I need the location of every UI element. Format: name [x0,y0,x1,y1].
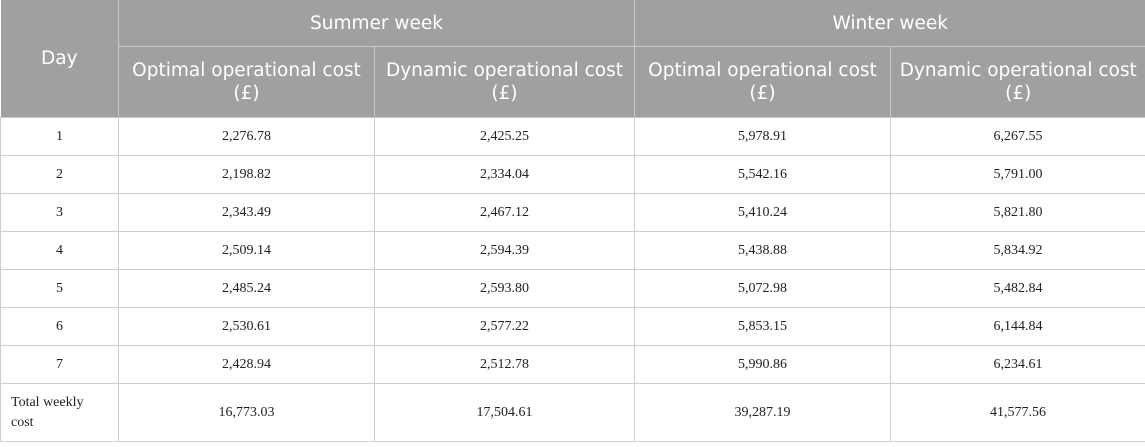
summer-dynamic-cell: 2,594.39 [374,231,635,270]
winter-optimal-cell: 5,542.16 [634,155,891,194]
total-row: Total weekly cost 16,773.03 17,504.61 39… [0,383,1145,442]
day-cell: 3 [0,193,119,232]
day-cell: 1 [0,117,119,156]
day-cell: 5 [0,269,119,308]
header-winter-dynamic: Dynamic operational cost (£) [889,46,1145,118]
day-cell: 4 [0,231,119,270]
winter-dynamic-cell: 5,834.92 [889,231,1145,270]
summer-optimal-cell: 2,276.78 [118,117,375,156]
summer-optimal-cell: 2,509.14 [118,231,375,270]
day-cell: 6 [0,307,119,346]
summer-dynamic-cell: 2,512.78 [374,345,635,384]
winter-optimal-cell: 5,410.24 [634,193,891,232]
day-cell: 7 [0,345,119,384]
table-body: 1 2,276.78 2,425.25 5,978.91 6,267.55 2 … [0,117,1145,442]
total-summer-dynamic: 17,504.61 [374,383,635,442]
winter-optimal-cell: 5,990.86 [634,345,891,384]
winter-optimal-cell: 5,853.15 [634,307,891,346]
total-winter-optimal: 39,287.19 [634,383,891,442]
header-day: Day [0,0,119,118]
table-header: Day Summer week Winter week Optimal oper… [0,0,1145,118]
table-row: 1 2,276.78 2,425.25 5,978.91 6,267.55 [0,117,1145,156]
summer-dynamic-cell: 2,593.80 [374,269,635,308]
header-winter-week: Winter week [633,0,1145,47]
summer-optimal-cell: 2,198.82 [118,155,375,194]
header-group-row: Day Summer week Winter week [0,0,1145,118]
summer-optimal-cell: 2,530.61 [118,307,375,346]
total-summer-optimal: 16,773.03 [118,383,375,442]
header-winter-optimal: Optimal operational cost (£) [634,46,891,118]
table-row: 4 2,509.14 2,594.39 5,438.88 5,834.92 [0,231,1145,270]
summer-optimal-cell: 2,343.49 [118,193,375,232]
winter-optimal-cell: 5,072.98 [634,269,891,308]
table-row: 6 2,530.61 2,577.22 5,853.15 6,144.84 [0,307,1145,346]
winter-dynamic-cell: 6,234.61 [889,345,1145,384]
table-row: 2 2,198.82 2,334.04 5,542.16 5,791.00 [0,155,1145,194]
header-summer-week: Summer week [118,0,635,47]
header-summer-dynamic: Dynamic operational cost (£) [374,46,635,118]
winter-dynamic-cell: 5,821.80 [889,193,1145,232]
table-row: 3 2,343.49 2,467.12 5,410.24 5,821.80 [0,193,1145,232]
winter-dynamic-cell: 5,791.00 [889,155,1145,194]
winter-optimal-cell: 5,438.88 [634,231,891,270]
winter-dynamic-cell: 6,144.84 [889,307,1145,346]
winter-dynamic-cell: 5,482.84 [889,269,1145,308]
header-summer-optimal: Optimal operational cost (£) [118,46,375,118]
summer-dynamic-cell: 2,577.22 [374,307,635,346]
winter-dynamic-cell: 6,267.55 [889,117,1145,156]
summer-dynamic-cell: 2,467.12 [374,193,635,232]
summer-optimal-cell: 2,428.94 [118,345,375,384]
total-winter-dynamic: 41,577.56 [889,383,1145,442]
total-label: Total weekly cost [0,383,119,442]
table-row: 5 2,485.24 2,593.80 5,072.98 5,482.84 [0,269,1145,308]
summer-optimal-cell: 2,485.24 [118,269,375,308]
header-sub-row: Optimal operational cost (£) Dynamic ope… [1,46,1145,118]
summer-dynamic-cell: 2,425.25 [374,117,635,156]
day-cell: 2 [0,155,119,194]
summer-dynamic-cell: 2,334.04 [374,155,635,194]
winter-optimal-cell: 5,978.91 [634,117,891,156]
table-row: 7 2,428.94 2,512.78 5,990.86 6,234.61 [0,345,1145,384]
